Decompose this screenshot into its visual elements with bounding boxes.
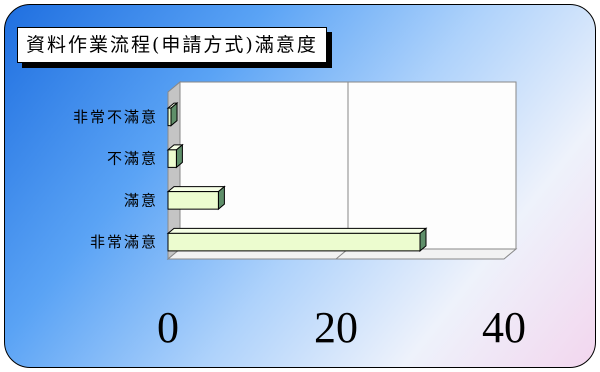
bar-3: [166, 143, 184, 169]
x-tick-label-0: 0: [157, 303, 179, 352]
bar-top: [166, 186, 226, 193]
category-labels: 非常滿意 滿意 不滿意 非常不滿意: [73, 108, 158, 251]
bar-front: [167, 191, 219, 210]
x-tick-label-1: 20: [314, 303, 358, 352]
x-tick-label-2: 40: [482, 303, 526, 352]
bar-2: [166, 185, 226, 211]
bar-front: [167, 149, 177, 168]
bar-top: [166, 227, 428, 234]
tick-labels: 0 20 40: [157, 303, 526, 352]
bar-1: [166, 227, 428, 252]
category-label-1: 非常滿意: [90, 233, 158, 251]
bar-4: [166, 102, 179, 127]
category-label-4: 非常不滿意: [73, 108, 158, 126]
chart-title: 資料作業流程(申請方式)滿意度: [17, 27, 327, 63]
bars: [166, 102, 428, 252]
bar-front: [167, 232, 421, 252]
bar-front: [167, 107, 172, 127]
category-label-3: 不滿意: [107, 150, 158, 168]
category-label-2: 滿意: [124, 191, 158, 209]
